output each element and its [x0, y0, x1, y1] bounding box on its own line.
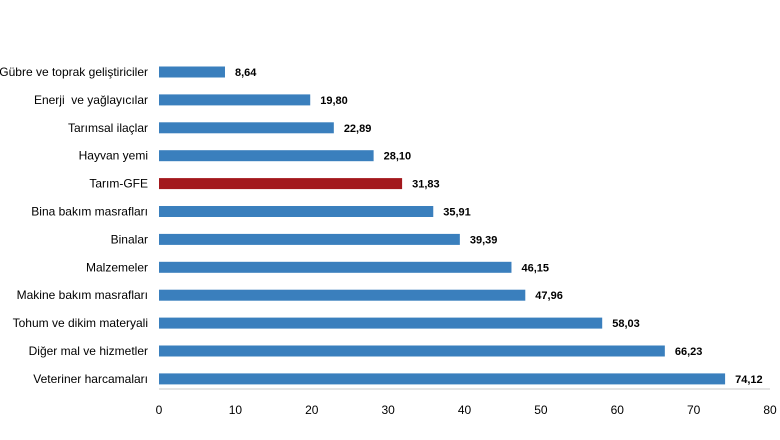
value-label-veteriner-harcamalari: 74,12	[735, 374, 763, 386]
x-tick-label-60: 60	[611, 403, 625, 417]
category-label-tarimsal-ilaclar: Tarımsal ilaçlar	[68, 121, 148, 135]
value-label-diger-mal-ve-hizmetler: 66,23	[675, 346, 703, 358]
category-label-binalar: Binalar	[111, 232, 148, 246]
x-tick-label-80: 80	[763, 403, 777, 417]
value-label-bina-bakim-masraflari: 35,91	[443, 207, 471, 219]
value-label-tohum-ve-dikim-materyali: 58,03	[612, 318, 640, 330]
category-label-tarim-gfe: Tarım-GFE	[89, 177, 148, 191]
bars-group	[159, 66, 726, 385]
value-labels-group: 8,64 19,80 22,89 28,10 31,83 35,91 39,39 46,15 4…	[235, 67, 763, 386]
value-label-makine-bakim-masraflari: 47,96	[535, 290, 563, 302]
category-label-enerji-ve-yaglayicilar: Enerji ve yağlayıcılar	[34, 93, 148, 107]
x-tick-label-40: 40	[458, 403, 472, 417]
value-label-malzemeler: 46,15	[521, 262, 549, 274]
bar-diger-mal-ve-hizmetler	[159, 345, 665, 357]
value-label-gubre-ve-toprak-gelistiriciler: 8,64	[235, 67, 257, 79]
bar-hayvan-yemi	[159, 150, 374, 162]
category-label-hayvan-yemi: Hayvan yemi	[79, 149, 148, 163]
bar-tarim-gfe	[159, 178, 403, 190]
category-label-diger-mal-ve-hizmetler: Diğer mal ve hizmetler	[29, 344, 148, 358]
value-label-tarimsal-ilaclar: 22,89	[344, 123, 372, 135]
category-label-veteriner-harcamalari: Veteriner harcamaları	[33, 372, 148, 386]
x-tick-label-70: 70	[687, 403, 701, 417]
bar-malzemeler	[159, 261, 512, 273]
bar-binalar	[159, 233, 460, 245]
value-label-binalar: 39,39	[470, 234, 498, 246]
x-tick-label-0: 0	[156, 403, 163, 417]
x-tick-label-30: 30	[381, 403, 395, 417]
category-labels-group: Gübre ve toprak geliştiriciler Enerji ve …	[0, 65, 148, 386]
bar-veteriner-harcamalari	[159, 373, 726, 385]
value-label-tarim-gfe: 31,83	[412, 179, 440, 191]
category-label-makine-bakim-masraflari: Makine bakım masrafları	[17, 288, 148, 302]
category-label-tohum-ve-dikim-materyali: Tohum ve dikim materyali	[13, 316, 148, 330]
category-label-bina-bakim-masraflari: Bina bakım masrafları	[31, 205, 148, 219]
bar-gubre-ve-toprak-gelistiriciler	[159, 66, 225, 78]
bar-bina-bakim-masraflari	[159, 206, 434, 217]
value-label-enerji-ve-yaglayicilar: 19,80	[320, 95, 348, 107]
x-tick-label-50: 50	[534, 403, 548, 417]
category-label-gubre-ve-toprak-gelistiriciler: Gübre ve toprak geliştiriciler	[0, 65, 148, 79]
x-axis-ticks-group: 0 10 20 30 40 50 60 70 80	[156, 403, 777, 417]
category-label-malzemeler: Malzemeler	[86, 260, 148, 274]
bar-tohum-ve-dikim-materyali	[159, 317, 603, 329]
bar-tarimsal-ilaclar	[159, 122, 334, 134]
x-tick-label-10: 10	[229, 403, 243, 417]
bar-enerji-ve-yaglayicilar	[159, 94, 311, 106]
bar-makine-bakim-masraflari	[159, 289, 526, 301]
x-tick-label-20: 20	[305, 403, 319, 417]
value-label-hayvan-yemi: 28,10	[384, 151, 412, 163]
